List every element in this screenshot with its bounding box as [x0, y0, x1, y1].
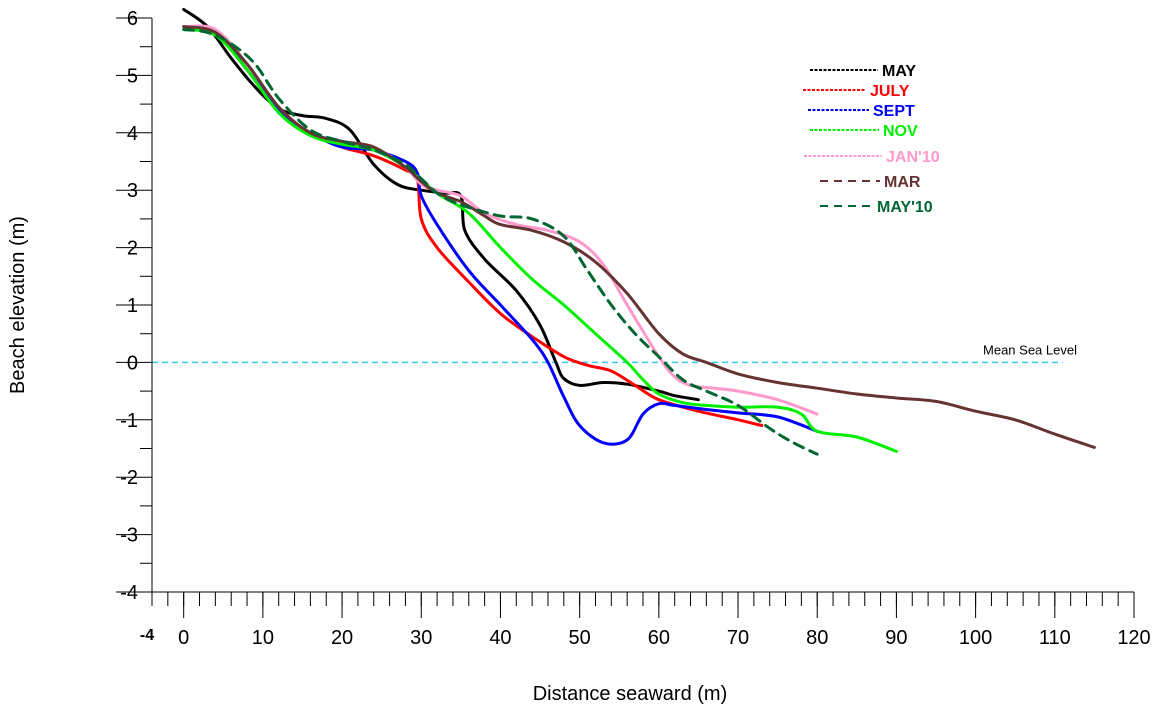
x-tick-label: 70	[727, 627, 749, 649]
legend-entry: MAR	[820, 174, 921, 191]
x-tick-label: 90	[885, 627, 907, 649]
series-line-may	[182, 7, 700, 402]
x-axis: 0 10 20 30 40 50 60 70 80 90 100 110 120	[151, 591, 1151, 649]
plot-area: Mean Sea Level	[152, 7, 1096, 456]
y-tick-label: 6	[127, 8, 138, 30]
x-tick-label: 40	[489, 627, 511, 649]
legend-label: MAY'10	[877, 199, 933, 216]
x-tick-label: 80	[806, 627, 828, 649]
series-line-may-10	[182, 28, 819, 456]
series-line-nov	[182, 28, 898, 453]
x-tick-label: 10	[252, 627, 274, 649]
y-tick-label: 4	[127, 123, 138, 145]
series-line-jan-10	[182, 24, 819, 416]
y-axis: -4 -3 -2 -1 0 1 2 3 4 5 6	[116, 8, 153, 604]
legend-label: JULY	[870, 83, 910, 100]
legend-label: MAR	[884, 174, 921, 191]
legend-label: JAN'10	[886, 149, 940, 166]
x-tick-label: 60	[648, 627, 670, 649]
x-axis-title: Distance seaward (m)	[533, 683, 728, 705]
y-axis-title: Beach elevation (m)	[7, 216, 29, 394]
y-tick-label: 1	[127, 295, 138, 317]
x-tick-label: 120	[1117, 627, 1150, 649]
series-line-sept	[182, 25, 819, 446]
legend-entry: JAN'10	[804, 149, 940, 166]
x-tick-label: 110	[1039, 627, 1071, 649]
y-tick-label: 2	[127, 238, 138, 260]
x-tick-label: 100	[959, 627, 992, 649]
x-tick-label: 0	[178, 627, 189, 649]
legend-entry: JULY	[803, 83, 910, 100]
y-tick-label: 0	[127, 352, 138, 374]
legend-label: NOV	[883, 123, 918, 140]
legend-entry: SEPT	[808, 103, 915, 120]
x-tick-label: 20	[331, 627, 353, 649]
legend-entry: MAY	[810, 63, 916, 80]
y-tick-label: -3	[120, 525, 138, 547]
x-min-label: -4	[140, 627, 154, 644]
y-tick-label: -4	[120, 582, 138, 604]
x-tick-label: 50	[569, 627, 591, 649]
legend-label: SEPT	[873, 103, 915, 120]
y-tick-label: 3	[127, 180, 138, 202]
legend: MAY JULY SEPT NOV JAN'10 MAR MAY'10	[803, 63, 940, 216]
mean-sea-level-label: Mean Sea Level	[983, 342, 1077, 357]
legend-entry: MAY'10	[820, 199, 933, 216]
y-tick-label: -2	[120, 467, 138, 489]
y-tick-label: -1	[120, 410, 138, 432]
series-line-mar	[182, 25, 1096, 449]
legend-label: MAY	[882, 63, 916, 80]
x-tick-label: 30	[410, 627, 432, 649]
legend-entry: NOV	[810, 123, 918, 140]
y-tick-label: 5	[127, 65, 138, 87]
